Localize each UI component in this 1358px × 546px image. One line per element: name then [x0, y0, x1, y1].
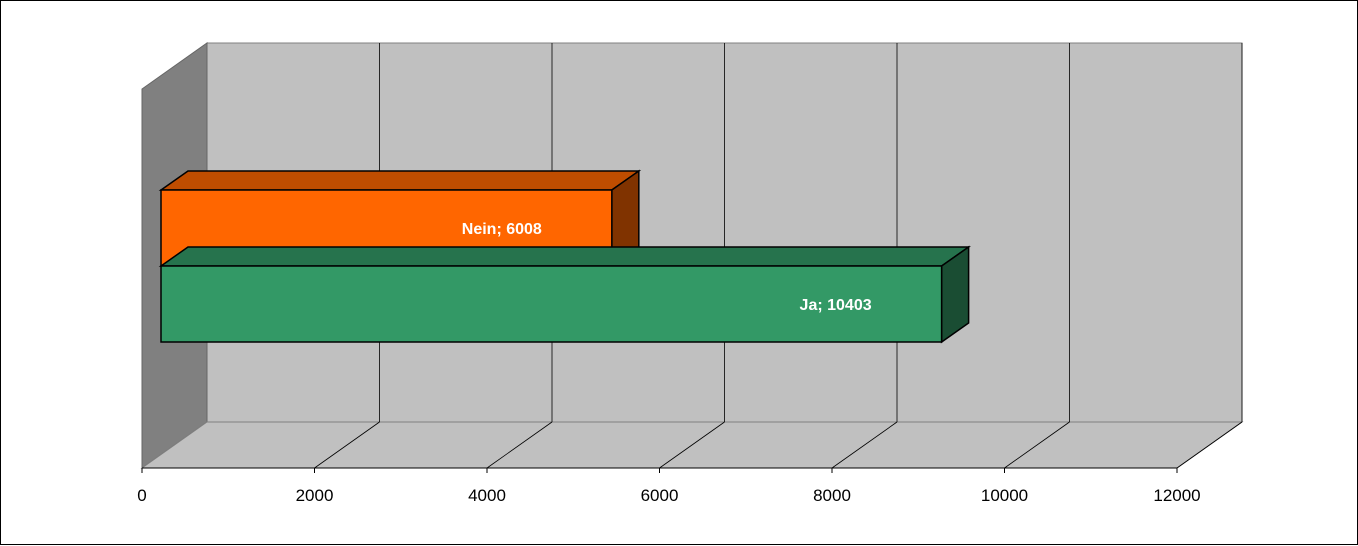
data-label-nein: Nein; 6008 — [462, 221, 542, 238]
floor-gridline-2000 — [314, 421, 380, 469]
tick-label-0: 0 — [137, 486, 146, 505]
bar-front-ja — [160, 265, 943, 343]
data-label-ja: Ja; 10403 — [800, 297, 872, 314]
floor-gridline-12000 — [1176, 421, 1243, 469]
x-axis-ticks: 0 2000 4000 6000 8000 10000 12000 — [137, 467, 1201, 505]
tick-label-12000: 12000 — [1153, 486, 1200, 505]
bar-top-ja — [158, 246, 971, 267]
bar-ja: Ja; 10403 — [158, 245, 971, 344]
tick-label-6000: 6000 — [641, 486, 679, 505]
tick-label-8000: 8000 — [813, 486, 851, 505]
floor-gridline-10000 — [1004, 421, 1070, 469]
bar-top-nein — [158, 170, 642, 191]
bars: Nein; 6008 Ja; 10403 — [158, 169, 971, 344]
tick-label-2000: 2000 — [296, 486, 334, 505]
floor-gridline-6000 — [659, 421, 725, 469]
tick-label-10000: 10000 — [981, 486, 1028, 505]
tick-label-4000: 4000 — [468, 486, 506, 505]
floor-gridline-8000 — [831, 421, 898, 469]
floor-gridline-4000 — [486, 421, 553, 469]
